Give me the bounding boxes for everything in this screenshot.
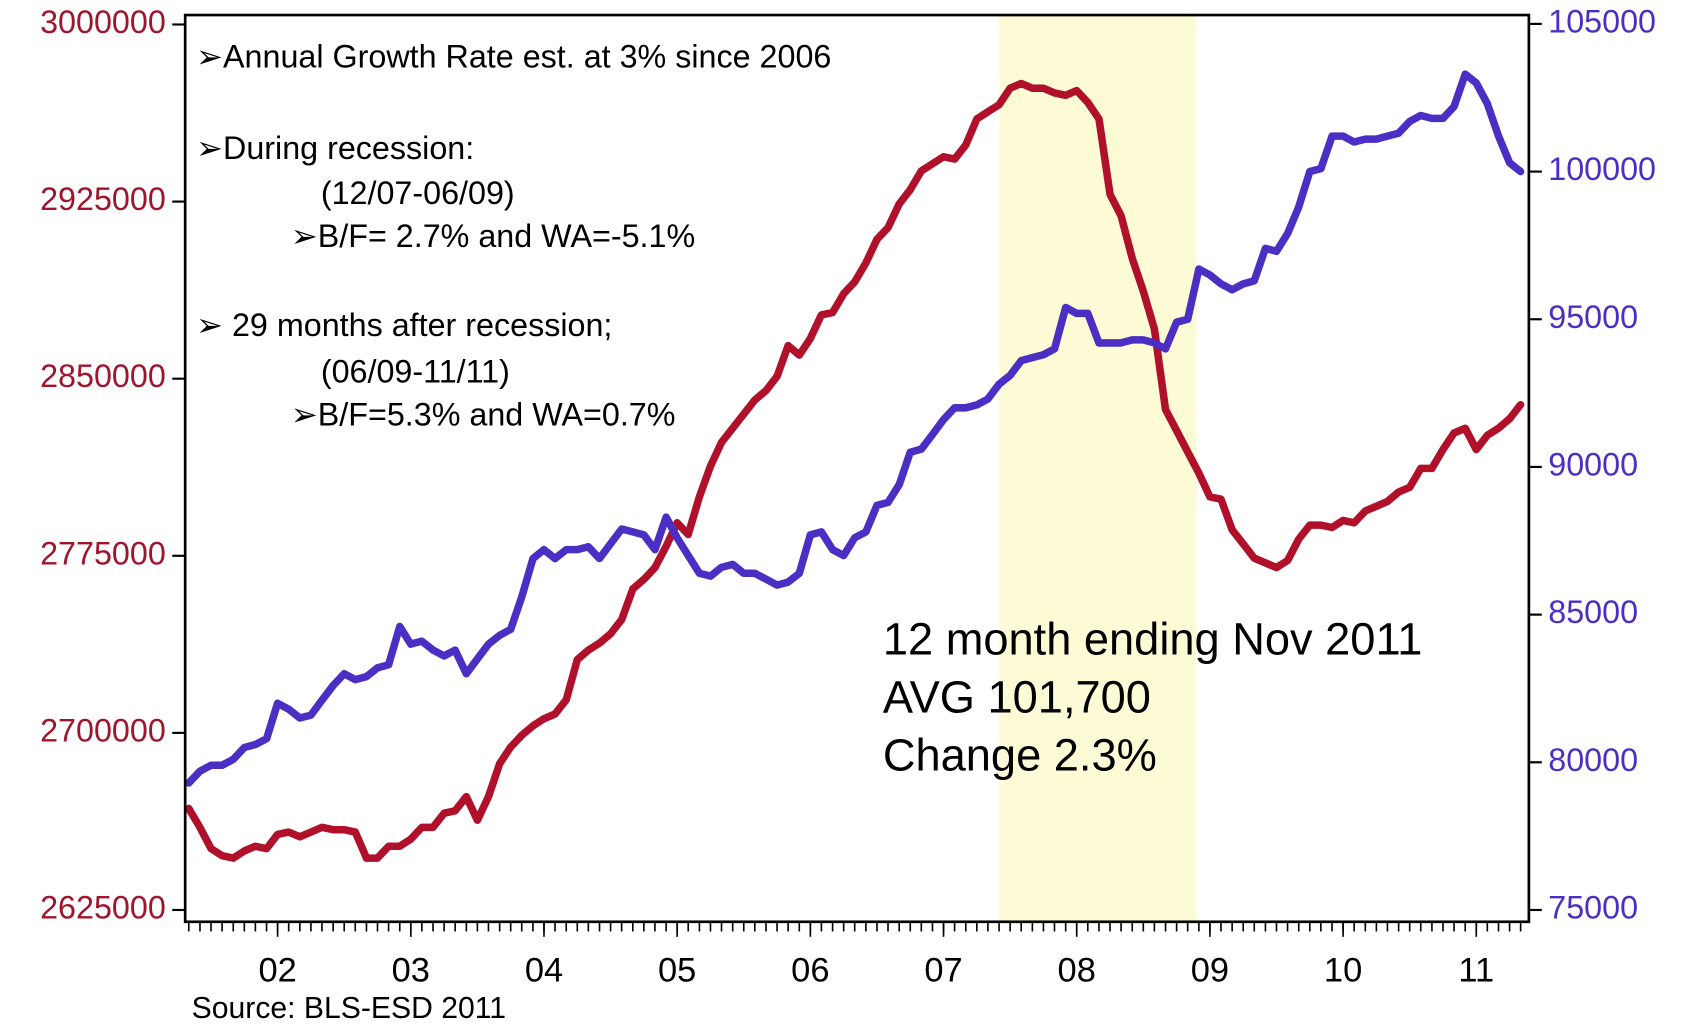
- x-tick-label: 04: [525, 951, 563, 989]
- x-tick-label: 11: [1458, 951, 1494, 989]
- y-tick-label: 2625000: [40, 890, 166, 926]
- y2-tick-label: 95000: [1548, 299, 1638, 335]
- y2-tick-label: 80000: [1548, 742, 1638, 778]
- annotation: (06/09-11/11): [321, 353, 510, 389]
- x-tick-label: 02: [258, 951, 296, 989]
- y2-tick-label: 90000: [1548, 446, 1638, 482]
- y2-tick-label: 85000: [1548, 594, 1638, 630]
- annotation: ➢B/F=5.3% and WA=0.7%: [291, 396, 676, 432]
- annotation: ➢During recession:: [196, 130, 474, 166]
- series-line: [184, 70, 1525, 787]
- y-tick-label: 2925000: [40, 181, 166, 217]
- y2-tick-label: 105000: [1548, 3, 1656, 39]
- x-tick-label: 07: [924, 951, 962, 989]
- y-tick-label: 2850000: [40, 358, 166, 394]
- y-tick-label: 3000000: [40, 4, 166, 40]
- annotation: ➢ 29 months after recession;: [196, 307, 612, 343]
- callout-text: Change 2.3%: [883, 729, 1157, 780]
- callout-text: 12 month ending Nov 2011: [883, 613, 1423, 664]
- callout-text: AVG 101,700: [883, 671, 1151, 722]
- plot-frame: [183, 13, 1531, 924]
- annotation: ➢Annual Growth Rate est. at 3% since 200…: [196, 39, 831, 75]
- y-tick-label: 2700000: [40, 712, 166, 748]
- x-tick-label: 09: [1191, 951, 1229, 989]
- x-tick-label: 10: [1324, 951, 1362, 989]
- x-tick-label: 05: [658, 951, 696, 989]
- series-line: [184, 79, 1525, 862]
- x-tick-label: 08: [1058, 951, 1096, 989]
- x-tick-label: 03: [392, 951, 430, 989]
- y2-tick-label: 75000: [1548, 890, 1638, 926]
- y-tick-label: 2775000: [40, 535, 166, 571]
- source: Source: BLS-ESD 2011: [192, 992, 506, 1025]
- recession-band: [999, 15, 1197, 922]
- x-tick-label: 06: [791, 951, 829, 989]
- y2-tick-label: 100000: [1548, 151, 1656, 187]
- annotation: (12/07-06/09): [321, 175, 515, 211]
- annotation: ➢B/F= 2.7% and WA=-5.1%: [291, 218, 696, 254]
